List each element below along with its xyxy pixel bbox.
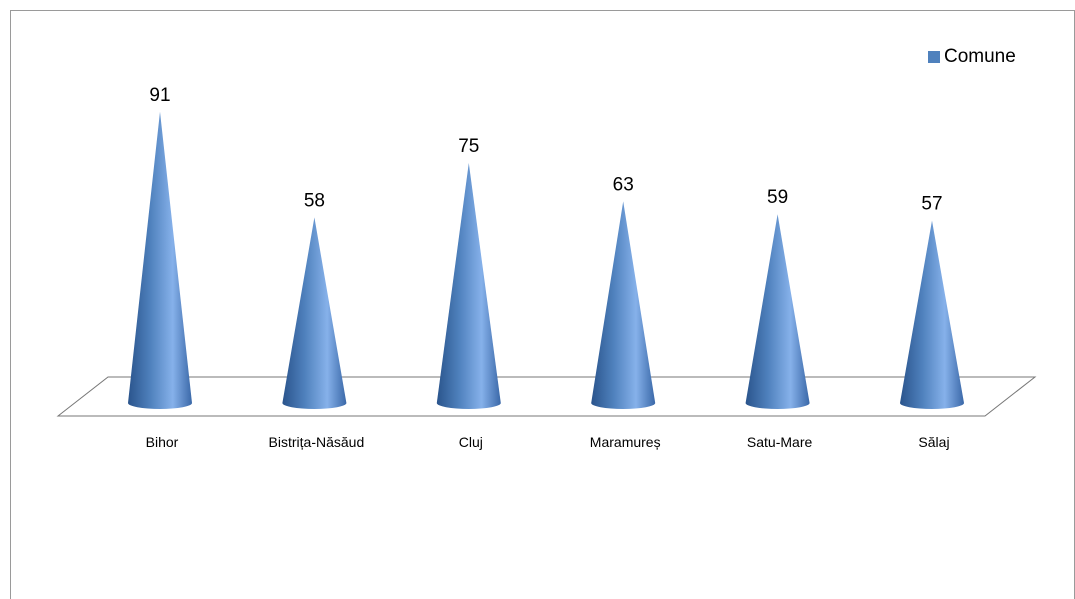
data-label: 63 [613, 174, 634, 195]
cone-bar [282, 217, 347, 410]
data-label: 59 [767, 187, 788, 208]
category-label: Bistrița-Năsăud [269, 434, 365, 450]
data-label: 57 [921, 194, 942, 215]
floor-plane [56, 376, 1037, 417]
category-label: Maramureș [590, 434, 661, 450]
legend-swatch [928, 51, 940, 63]
cone-bar [745, 214, 810, 410]
cone-bar [900, 220, 964, 409]
cone-bar [128, 111, 192, 410]
data-label: 58 [304, 190, 325, 211]
plot-marks: 91 Bihor 58 Bistrița-Năsăud 75 Cluj 63 Maramure… [128, 85, 964, 450]
category-label: Satu-Mare [747, 434, 813, 450]
data-label: 75 [458, 136, 479, 157]
cone-bar [591, 201, 656, 410]
category-label: Cluj [459, 434, 483, 450]
data-label: 91 [149, 85, 170, 106]
legend-label: Comune [944, 46, 1016, 67]
category-label: Sălaj [918, 434, 949, 450]
category-label: Bihor [146, 434, 179, 450]
legend: Comune [928, 45, 1016, 69]
cone-bar [436, 163, 501, 410]
